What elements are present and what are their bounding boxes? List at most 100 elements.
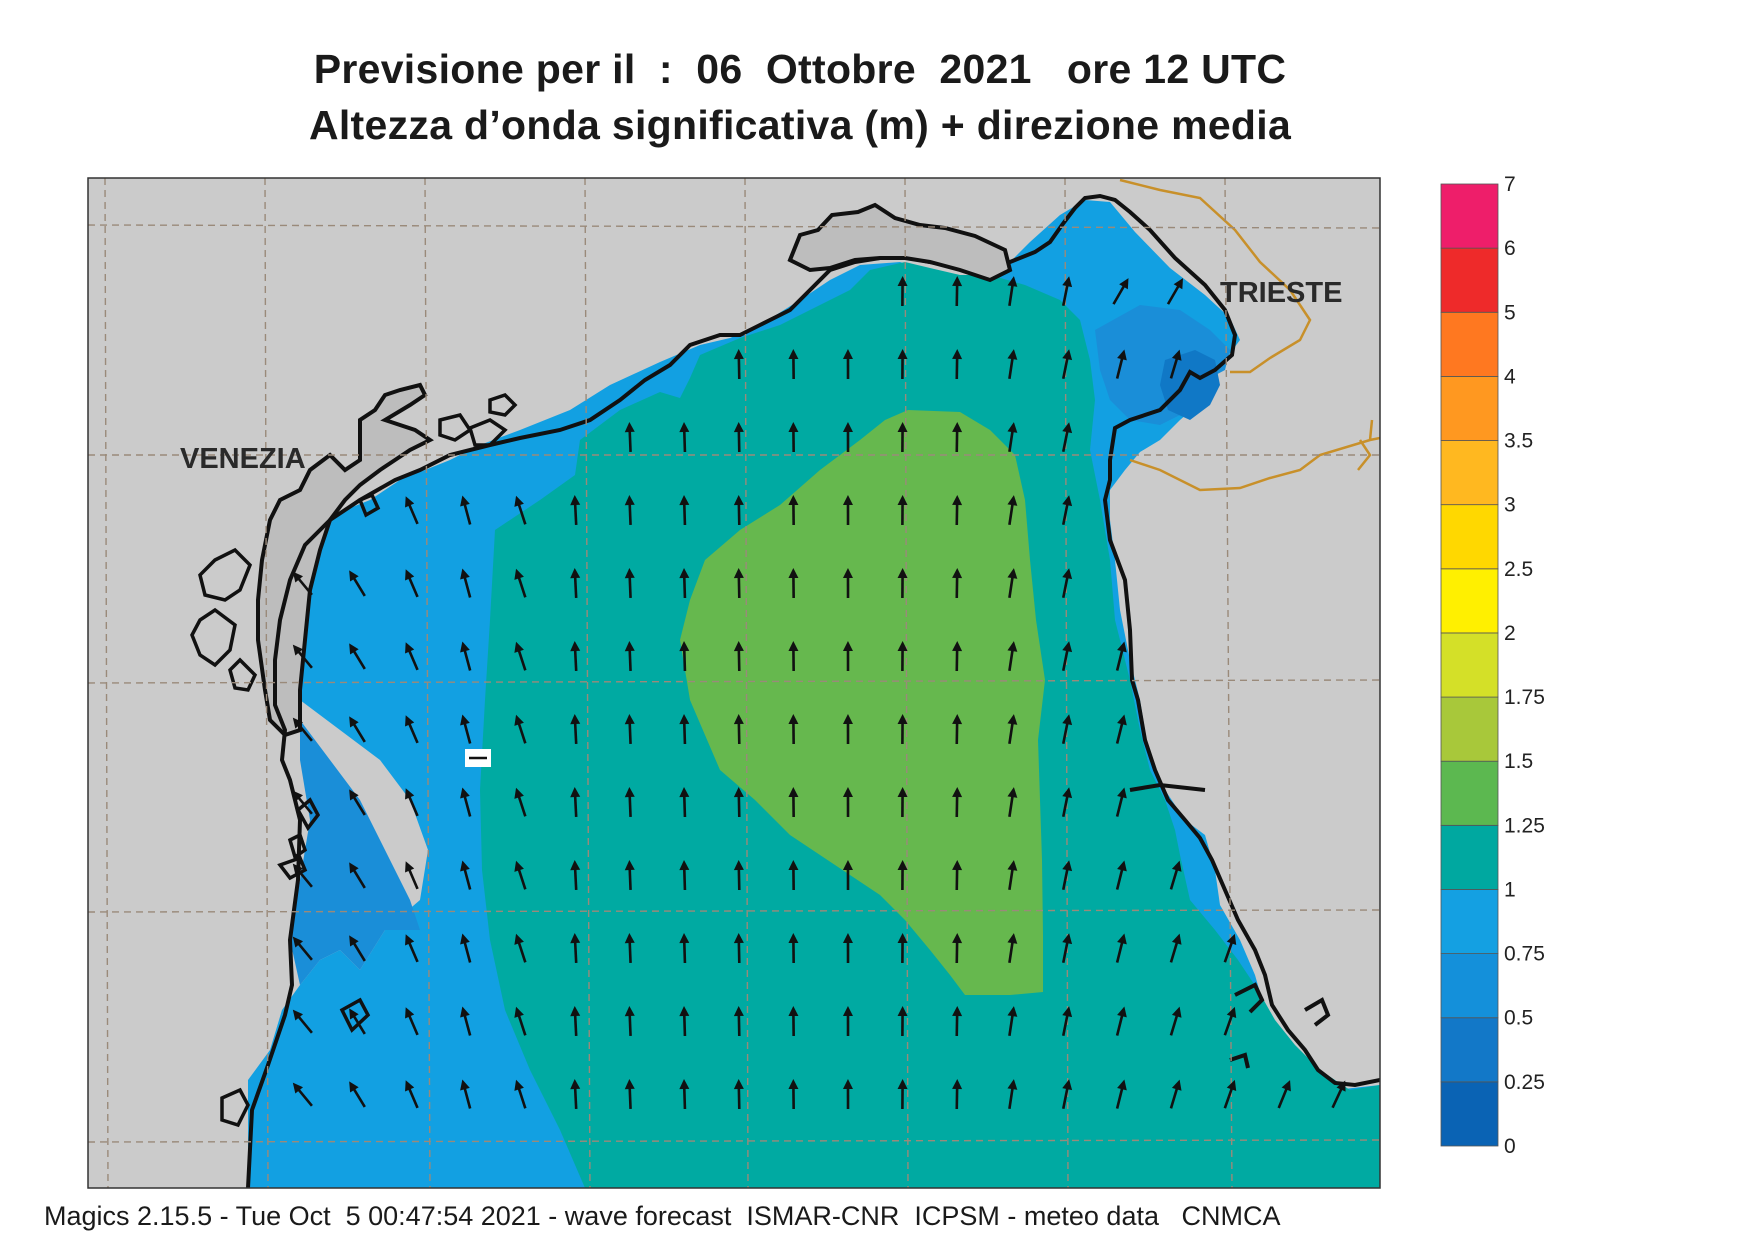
wave-direction-arrow-icon: [292, 571, 313, 596]
colorbar-band: [1440, 1081, 1499, 1147]
wave-direction-arrow-icon: [842, 568, 853, 599]
colorbar-band: [1440, 824, 1499, 890]
colorbar-band: [1440, 247, 1499, 313]
wave-direction-arrow-icon: [1061, 641, 1073, 671]
wave-direction-arrow-icon: [1007, 933, 1018, 964]
wave-direction-arrow-icon: [952, 422, 963, 453]
wave-direction-arrow-icon: [1007, 568, 1018, 599]
wave-direction-arrow-icon: [842, 1006, 853, 1037]
wave-direction-arrow-icon: [842, 349, 853, 380]
wave-direction-arrow-icon: [788, 568, 799, 599]
sea-wave-1.25-1.5-zone: [680, 410, 1045, 995]
wave-direction-arrow-icon: [897, 1079, 908, 1110]
wave-direction-arrow-icon: [842, 933, 853, 964]
wave-direction-arrow-icon: [1115, 641, 1127, 671]
colorbar-band: [1440, 183, 1499, 249]
colorbar-tick-label: 2.5: [1504, 558, 1533, 581]
grado-lagoon-land: [787, 202, 1013, 283]
wave-direction-arrow-icon: [788, 714, 799, 745]
wave-direction-arrow-icon: [1223, 1006, 1237, 1036]
wave-direction-arrow-icon: [514, 787, 527, 817]
wave-direction-arrow-icon: [349, 716, 366, 743]
wave-direction-arrow-icon: [1331, 1080, 1346, 1109]
wave-direction-arrow-icon: [788, 495, 799, 526]
wave-direction-arrow-icon: [514, 568, 527, 598]
wave-direction-arrow-icon: [1061, 276, 1073, 306]
wave-direction-arrow-icon: [952, 641, 963, 672]
wave-direction-arrow-icon: [788, 1006, 799, 1037]
wave-direction-arrow-icon: [624, 568, 635, 599]
wave-direction-arrow-icon: [679, 860, 690, 891]
colorbar-tick-label: 6: [1504, 237, 1516, 260]
wave-direction-arrow-icon: [1112, 278, 1129, 305]
wave-direction-arrow-icon: [952, 714, 963, 745]
wave-direction-arrow-icon: [349, 862, 366, 889]
colorbar-band: [1440, 375, 1499, 441]
wave-direction-arrow-icon: [1061, 860, 1073, 890]
wave-direction-arrow-icon: [679, 641, 690, 672]
wave-direction-arrow-icon: [405, 715, 419, 744]
wave-direction-arrow-icon: [897, 933, 908, 964]
map-area: [88, 178, 1380, 1188]
wave-direction-arrow-icon: [514, 495, 527, 525]
wave-direction-arrow-icon: [460, 933, 472, 963]
wave-direction-arrow-icon: [624, 1079, 635, 1110]
wave-direction-arrow-icon: [624, 495, 635, 526]
wave-direction-arrow-icon: [405, 1007, 419, 1036]
colorbar-tick-label: 4: [1504, 365, 1516, 388]
colorbar-band: [1440, 696, 1499, 762]
wave-direction-arrow-icon: [460, 1079, 472, 1109]
wave-direction-arrow-icon: [952, 568, 963, 599]
wave-direction-arrow-icon: [788, 933, 799, 964]
wave-direction-arrow-icon: [1115, 860, 1127, 890]
footer-credits: Magics 2.15.5 - Tue Oct 5 00:47:54 2021 …: [44, 1201, 1281, 1231]
wave-direction-arrow-icon: [952, 787, 963, 818]
wave-direction-arrow-icon: [405, 788, 419, 817]
wave-direction-arrow-icon: [679, 495, 690, 526]
colorbar-tick-label: 2: [1504, 622, 1516, 645]
wave-height-colorbar: 0 0.25 0.5 0.75 1 1.25 1.5 1.75 2 2.5 3 3.5 4 5 6 7: [1440, 173, 1545, 1158]
colorbar-tick-label: 1.25: [1504, 814, 1545, 837]
wave-direction-arrow-icon: [1061, 787, 1073, 817]
wave-direction-arrow-icon: [570, 495, 581, 526]
title-line-2: Altezza d’onda significativa (m) + direz…: [308, 102, 1292, 148]
wave-direction-arrow-icon: [460, 495, 472, 525]
wave-direction-arrow-icon: [1115, 1006, 1127, 1036]
wave-direction-arrow-icon: [349, 643, 366, 670]
wave-direction-arrow-icon: [842, 422, 853, 453]
wave-direction-arrow-icon: [1166, 278, 1183, 305]
wave-direction-arrow-icon: [1223, 933, 1237, 963]
colorbar-tick-label: 5: [1504, 301, 1516, 324]
wave-direction-arrow-icon: [570, 933, 581, 964]
wave-direction-arrow-icon: [292, 1009, 313, 1034]
wave-direction-arrow-icon: [1007, 349, 1018, 380]
wave-direction-arrow-icon: [733, 860, 744, 891]
wave-direction-arrow-icon: [788, 1079, 799, 1110]
wave-direction-arrow-icon: [788, 422, 799, 453]
wave-direction-arrow-icon: [1169, 349, 1182, 379]
wave-direction-arrow-icon: [405, 642, 419, 671]
wave-direction-arrow-icon: [514, 1006, 527, 1036]
wave-direction-arrow-icon: [570, 641, 581, 672]
wave-direction-arrow-icon: [1115, 787, 1127, 817]
wave-direction-arrow-icon: [1115, 933, 1127, 963]
wave-direction-arrow-icon: [733, 1006, 744, 1037]
wave-direction-arrow-icon: [733, 568, 744, 599]
wave-direction-arrow-icon: [1007, 787, 1018, 818]
wave-direction-arrow-icon: [1169, 860, 1182, 890]
wave-direction-arrow-icon: [952, 349, 963, 380]
wave-direction-arrow-icon: [1115, 714, 1127, 744]
wave-direction-arrow-icon: [788, 860, 799, 891]
wave-direction-arrow-icon: [1061, 349, 1073, 379]
wave-direction-arrow-icon: [733, 933, 744, 964]
colorbar-tick-label: 0: [1504, 1135, 1516, 1158]
wave-direction-arrow-icon: [733, 349, 744, 380]
wave-direction-arrow-icon: [1061, 422, 1073, 452]
colorbar-tick-label: 1: [1504, 878, 1516, 901]
wave-direction-arrow-icon: [514, 641, 527, 671]
wave-direction-arrow-icon: [1223, 1079, 1237, 1109]
wave-direction-arrow-icon: [1061, 1079, 1073, 1109]
wave-direction-arrow-icon: [952, 276, 963, 307]
wave-direction-arrow-icon: [514, 933, 527, 963]
